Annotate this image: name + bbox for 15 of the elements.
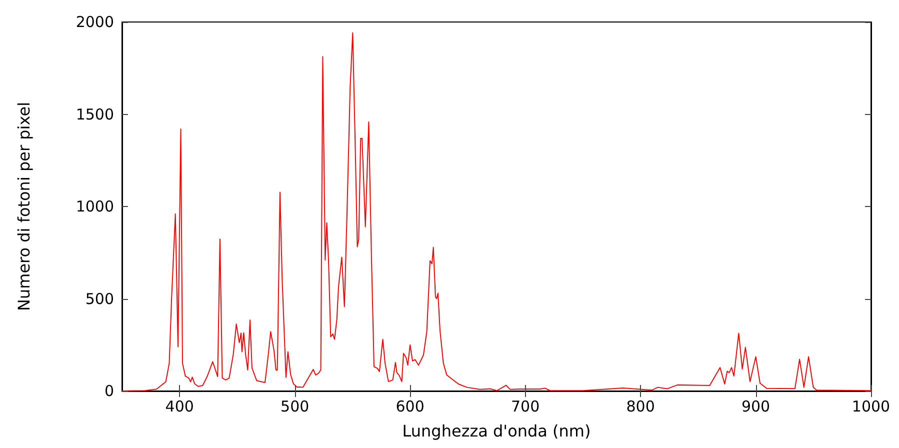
x-tick-label: 800: [626, 398, 655, 416]
y-tick-label: 2000: [76, 13, 114, 31]
x-tick-label: 500: [280, 398, 310, 416]
y-tick-label: 1000: [76, 198, 114, 216]
x-tick-label: 900: [741, 398, 770, 416]
x-tick-label: 700: [510, 398, 540, 416]
line-series: [122, 32, 872, 392]
x-axis-title: Lunghezza d'onda (nm): [402, 422, 591, 440]
y-tick-label: 500: [85, 290, 114, 308]
x-tick-label: 400: [165, 398, 194, 416]
x-tick-label: 1000: [852, 398, 890, 416]
y-axis-title: Numero di fotoni per pixel: [14, 102, 34, 312]
y-tick-label: 0: [104, 382, 114, 400]
y-tick-label: 1500: [76, 105, 114, 124]
x-tick-label: 600: [396, 398, 424, 416]
